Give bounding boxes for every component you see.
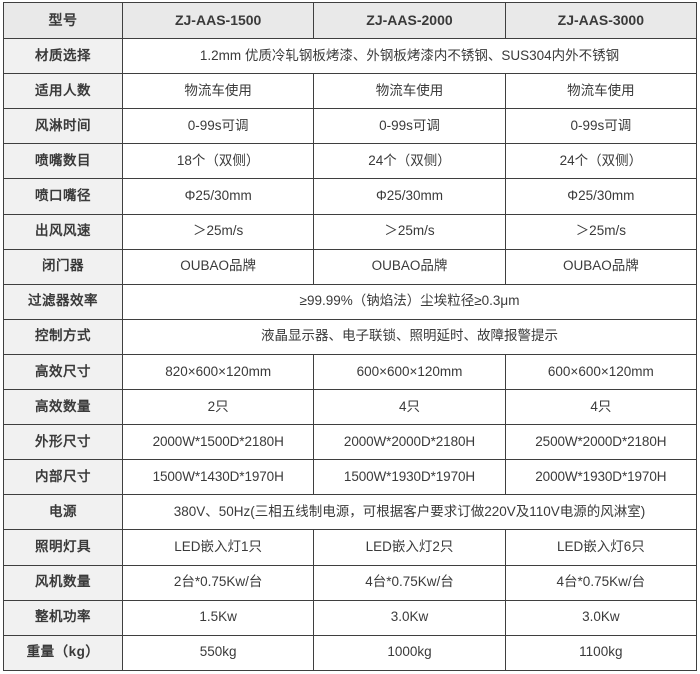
row-label-10: 高效尺寸 xyxy=(3,353,123,391)
row-label-8: 过滤器效率 xyxy=(3,283,123,320)
cell-r2-c2: 物流车使用 xyxy=(504,73,698,110)
table-row: 控制方式 液晶显示器、电子联锁、照明延时、故障报警提示 xyxy=(3,318,697,355)
row-label-0: 型号 xyxy=(3,1,123,40)
cell-r15-c1: LED嵌入灯2只 xyxy=(313,529,506,566)
row-label-14: 电源 xyxy=(3,494,123,531)
row-label-7: 闭门器 xyxy=(3,248,123,285)
cell-r3-c2: 0-99s可调 xyxy=(504,108,698,145)
cell-r11-c1: 4只 xyxy=(313,389,506,426)
row-label-3: 风淋时间 xyxy=(3,108,123,145)
row-label-5: 喷口嘴径 xyxy=(3,178,123,215)
cell-r7-c0: OUBAO品牌 xyxy=(121,248,315,285)
row-label-9: 控制方式 xyxy=(3,318,123,355)
table-row: 整机功率 1.5Kw 3.0Kw 3.0Kw xyxy=(3,599,698,636)
cell-r13-c2: 2000W*1930D*1970H xyxy=(504,459,698,496)
cell-r18-c1: 1000kg xyxy=(313,634,506,672)
cell-r5-c1: Φ25/30mm xyxy=(313,178,506,215)
table-row: 喷嘴数目 18个（双侧） 24个（双侧） 24个（双侧） xyxy=(3,143,698,180)
cell-r7-c2: OUBAO品牌 xyxy=(504,248,698,285)
table-row: 出风风速 ＞25m/s ＞25m/s ＞25m/s xyxy=(3,213,698,250)
cell-r11-c2: 4只 xyxy=(504,389,698,426)
cell-r16-c0: 2台*0.75Kw/台 xyxy=(121,564,315,601)
table-row: 闭门器 OUBAO品牌 OUBAO品牌 OUBAO品牌 xyxy=(3,248,698,285)
cell-r6-c1: ＞25m/s xyxy=(313,213,506,250)
row-label-1: 材质选择 xyxy=(3,38,123,75)
table-row: 高效数量 2只 4只 4只 xyxy=(3,389,698,426)
row-label-18: 重量（kg） xyxy=(3,634,123,672)
table-row: 电源 380V、50Hz(三相五线制电源，可根据客户要求订做220V及110V电源… xyxy=(3,494,697,531)
cell-r16-c1: 4台*0.75Kw/台 xyxy=(313,564,506,601)
row-label-4: 喷嘴数目 xyxy=(3,143,123,180)
table-row: 外形尺寸 2000W*1500D*2180H 2000W*2000D*2180H 25… xyxy=(3,424,698,461)
cell-r6-c0: ＞25m/s xyxy=(121,213,315,250)
cell-r4-c0: 18个（双侧） xyxy=(121,143,315,180)
spec-table-body: 型号 ZJ-AAS-1500 ZJ-AAS-2000 ZJ-AAS-3000 材质选择 1… xyxy=(3,1,698,672)
cell-r16-c2: 4台*0.75Kw/台 xyxy=(504,564,698,601)
cell-r15-c2: LED嵌入灯6只 xyxy=(504,529,698,566)
cell-r18-c0: 550kg xyxy=(121,634,315,672)
cell-r0-c1: ZJ-AAS-2000 xyxy=(313,1,506,40)
row-label-11: 高效数量 xyxy=(3,389,123,426)
cell-r5-c0: Φ25/30mm xyxy=(121,178,315,215)
cell-r10-c1: 600×600×120mm xyxy=(313,353,506,391)
row-label-13: 内部尺寸 xyxy=(3,459,123,496)
cell-r3-c0: 0-99s可调 xyxy=(121,108,315,145)
table-row: 风淋时间 0-99s可调 0-99s可调 0-99s可调 xyxy=(3,108,698,145)
cell-r17-c2: 3.0Kw xyxy=(504,599,698,636)
cell-r12-c0: 2000W*1500D*2180H xyxy=(121,424,315,461)
cell-r2-c1: 物流车使用 xyxy=(313,73,506,110)
table-row: 照明灯具 LED嵌入灯1只 LED嵌入灯2只 LED嵌入灯6只 xyxy=(3,529,698,566)
cell-r15-c0: LED嵌入灯1只 xyxy=(121,529,315,566)
cell-r5-c2: Φ25/30mm xyxy=(504,178,698,215)
row-span-value-1: 1.2mm 优质冷轧钢板烤漆、外钢板烤漆内不锈钢、SUS304内外不锈钢 xyxy=(122,38,697,75)
cell-r18-c2: 1100kg xyxy=(504,634,698,672)
cell-r7-c1: OUBAO品牌 xyxy=(313,248,506,285)
row-label-6: 出风风速 xyxy=(3,213,123,250)
table-row: 风机数量 2台*0.75Kw/台 4台*0.75Kw/台 4台*0.75Kw/台 xyxy=(3,564,698,601)
table-row: 适用人数 物流车使用 物流车使用 物流车使用 xyxy=(3,73,698,110)
row-label-2: 适用人数 xyxy=(3,73,123,110)
row-label-12: 外形尺寸 xyxy=(3,424,123,461)
cell-r13-c1: 1500W*1930D*1970H xyxy=(313,459,506,496)
table-row: 内部尺寸 1500W*1430D*1970H 1500W*1930D*1970H 20… xyxy=(3,459,698,496)
cell-r6-c2: ＞25m/s xyxy=(504,213,698,250)
row-span-value-14: 380V、50Hz(三相五线制电源，可根据客户要求订做220V及110V电源的风… xyxy=(122,494,697,531)
table-row: 高效尺寸 820×600×120mm 600×600×120mm 600×600×12… xyxy=(3,353,698,391)
table-row: 重量（kg） 550kg 1000kg 1100kg xyxy=(3,634,698,672)
product-specification-table: 型号 ZJ-AAS-1500 ZJ-AAS-2000 ZJ-AAS-3000 材质选择 1… xyxy=(3,1,698,672)
row-label-16: 风机数量 xyxy=(3,564,123,601)
cell-r4-c1: 24个（双侧） xyxy=(313,143,506,180)
cell-r13-c0: 1500W*1430D*1970H xyxy=(121,459,315,496)
cell-r3-c1: 0-99s可调 xyxy=(313,108,506,145)
cell-r17-c1: 3.0Kw xyxy=(313,599,506,636)
row-label-15: 照明灯具 xyxy=(3,529,123,566)
cell-r17-c0: 1.5Kw xyxy=(121,599,315,636)
table-row: 材质选择 1.2mm 优质冷轧钢板烤漆、外钢板烤漆内不锈钢、SUS304内外不锈钢 xyxy=(3,38,697,75)
table-row: 喷口嘴径 Φ25/30mm Φ25/30mm Φ25/30mm xyxy=(3,178,698,215)
cell-r0-c0: ZJ-AAS-1500 xyxy=(121,1,315,40)
cell-r12-c2: 2500W*2000D*2180H xyxy=(504,424,698,461)
cell-r11-c0: 2只 xyxy=(121,389,315,426)
row-span-value-9: 液晶显示器、电子联锁、照明延时、故障报警提示 xyxy=(122,318,697,355)
cell-r0-c2: ZJ-AAS-3000 xyxy=(504,1,698,40)
table-row: 型号 ZJ-AAS-1500 ZJ-AAS-2000 ZJ-AAS-3000 xyxy=(3,1,698,40)
row-label-17: 整机功率 xyxy=(3,599,123,636)
cell-r2-c0: 物流车使用 xyxy=(121,73,315,110)
row-span-value-8: ≥99.99%（钠焰法）尘埃粒径≥0.3μm xyxy=(122,283,697,320)
cell-r10-c0: 820×600×120mm xyxy=(121,353,315,391)
cell-r4-c2: 24个（双侧） xyxy=(504,143,698,180)
cell-r10-c2: 600×600×120mm xyxy=(504,353,698,391)
table-row: 过滤器效率 ≥99.99%（钠焰法）尘埃粒径≥0.3μm xyxy=(3,283,697,320)
cell-r12-c1: 2000W*2000D*2180H xyxy=(313,424,506,461)
